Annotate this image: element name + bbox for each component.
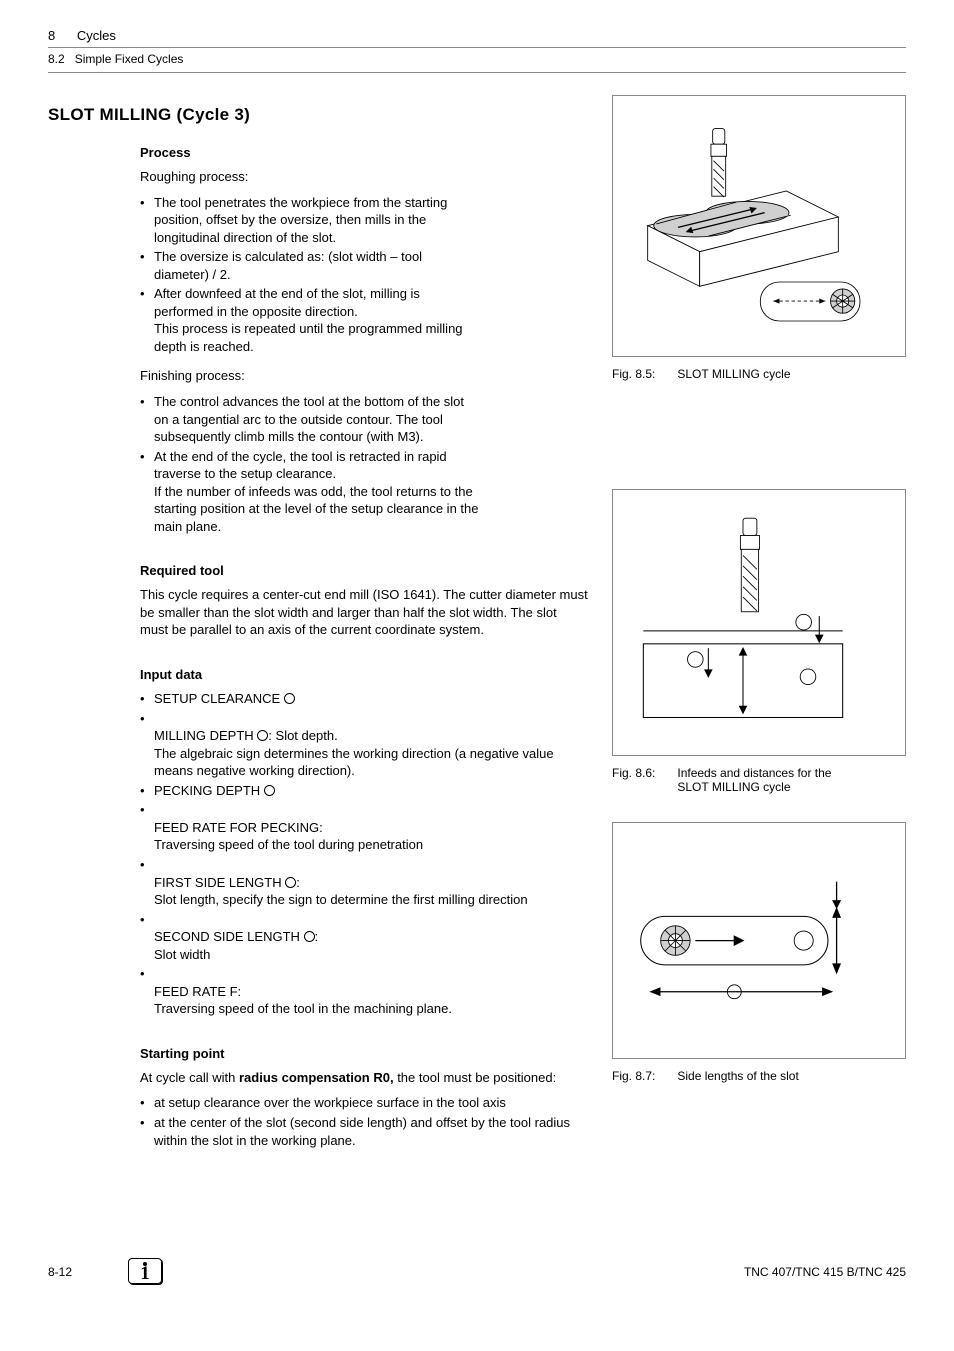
circle-icon <box>304 931 315 942</box>
process-block: Process Roughing process: The tool penet… <box>140 145 588 535</box>
list-item: SECOND SIDE LENGTH : Slot width <box>140 911 588 964</box>
page-header: 8 Cycles 8.2 Simple Fixed Cycles <box>48 28 906 73</box>
finishing-label: Finishing process: <box>140 367 588 385</box>
chapter-line: 8 Cycles <box>48 28 906 48</box>
section-num: 8.2 <box>48 52 65 66</box>
list-item: MILLING DEPTH : Slot depth. The algebrai… <box>140 710 588 780</box>
starting-point-list: at setup clearance over the workpiece su… <box>140 1094 588 1149</box>
doc-id: TNC 407/TNC 415 B/TNC 425 <box>744 1265 906 1279</box>
figure-8-5-caption: Fig. 8.5: SLOT MILLING cycle <box>612 367 906 381</box>
figure-8-7: Fig. 8.7: Side lengths of the slot <box>612 822 906 1083</box>
circle-icon <box>257 730 268 741</box>
list-item: At the end of the cycle, the tool is ret… <box>140 448 480 536</box>
page-footer: 8-12 1 TNC 407/TNC 415 B/TNC 425 <box>48 1265 906 1279</box>
figure-8-6: Fig. 8.6: Infeeds and distances for the … <box>612 489 906 794</box>
starting-point-heading: Starting point <box>140 1046 588 1061</box>
figure-8-7-caption: Fig. 8.7: Side lengths of the slot <box>612 1069 906 1083</box>
chapter-title: Cycles <box>77 28 116 43</box>
process-heading: Process <box>140 145 588 160</box>
starting-point-block: Starting point At cycle call with radius… <box>140 1046 588 1149</box>
main-heading: SLOT MILLING (Cycle 3) <box>48 105 588 125</box>
circle-icon <box>284 693 295 704</box>
list-item: FIRST SIDE LENGTH : Slot length, specify… <box>140 856 588 909</box>
list-item: FEED RATE FOR PECKING: Traversing speed … <box>140 801 588 854</box>
figure-8-5: Fig. 8.5: SLOT MILLING cycle <box>612 95 906 381</box>
input-data-heading: Input data <box>140 667 588 682</box>
input-data-list: SETUP CLEARANCE MILLING DEPTH : Slot dep… <box>140 690 588 1018</box>
list-item: PECKING DEPTH <box>140 782 588 800</box>
list-item: at the center of the slot (second side l… <box>140 1114 588 1149</box>
page-number: 8-12 <box>48 1265 72 1279</box>
circle-icon <box>264 785 275 796</box>
figure-8-5-image <box>612 95 906 357</box>
list-item: The control advances the tool at the bot… <box>140 393 480 446</box>
input-data-block: Input data SETUP CLEARANCE MILLING DEPTH… <box>140 667 588 1018</box>
list-item: FEED RATE F: Traversing speed of the too… <box>140 965 588 1018</box>
chapter-num: 8 <box>48 28 55 43</box>
figure-8-6-caption: Fig. 8.6: Infeeds and distances for the … <box>612 766 906 794</box>
roughing-list: The tool penetrates the workpiece from t… <box>140 194 480 356</box>
list-item: After downfeed at the end of the slot, m… <box>140 285 480 355</box>
roughing-label: Roughing process: <box>140 168 588 186</box>
required-tool-heading: Required tool <box>140 563 588 578</box>
required-tool-text: This cycle requires a center-cut end mil… <box>140 586 588 639</box>
starting-point-lead: At cycle call with radius compensation R… <box>140 1069 588 1087</box>
section-title: Simple Fixed Cycles <box>75 52 184 66</box>
list-item: The oversize is calculated as: (slot wid… <box>140 248 480 283</box>
circle-icon <box>285 877 296 888</box>
info-icon: 1 <box>128 1258 162 1284</box>
required-tool-block: Required tool This cycle requires a cent… <box>140 563 588 639</box>
list-item: The tool penetrates the workpiece from t… <box>140 194 480 247</box>
finishing-list: The control advances the tool at the bot… <box>140 393 480 535</box>
figure-8-7-image <box>612 822 906 1059</box>
list-item: at setup clearance over the workpiece su… <box>140 1094 588 1112</box>
list-item: SETUP CLEARANCE <box>140 690 588 708</box>
figure-8-6-image <box>612 489 906 756</box>
section-line: 8.2 Simple Fixed Cycles <box>48 48 906 73</box>
